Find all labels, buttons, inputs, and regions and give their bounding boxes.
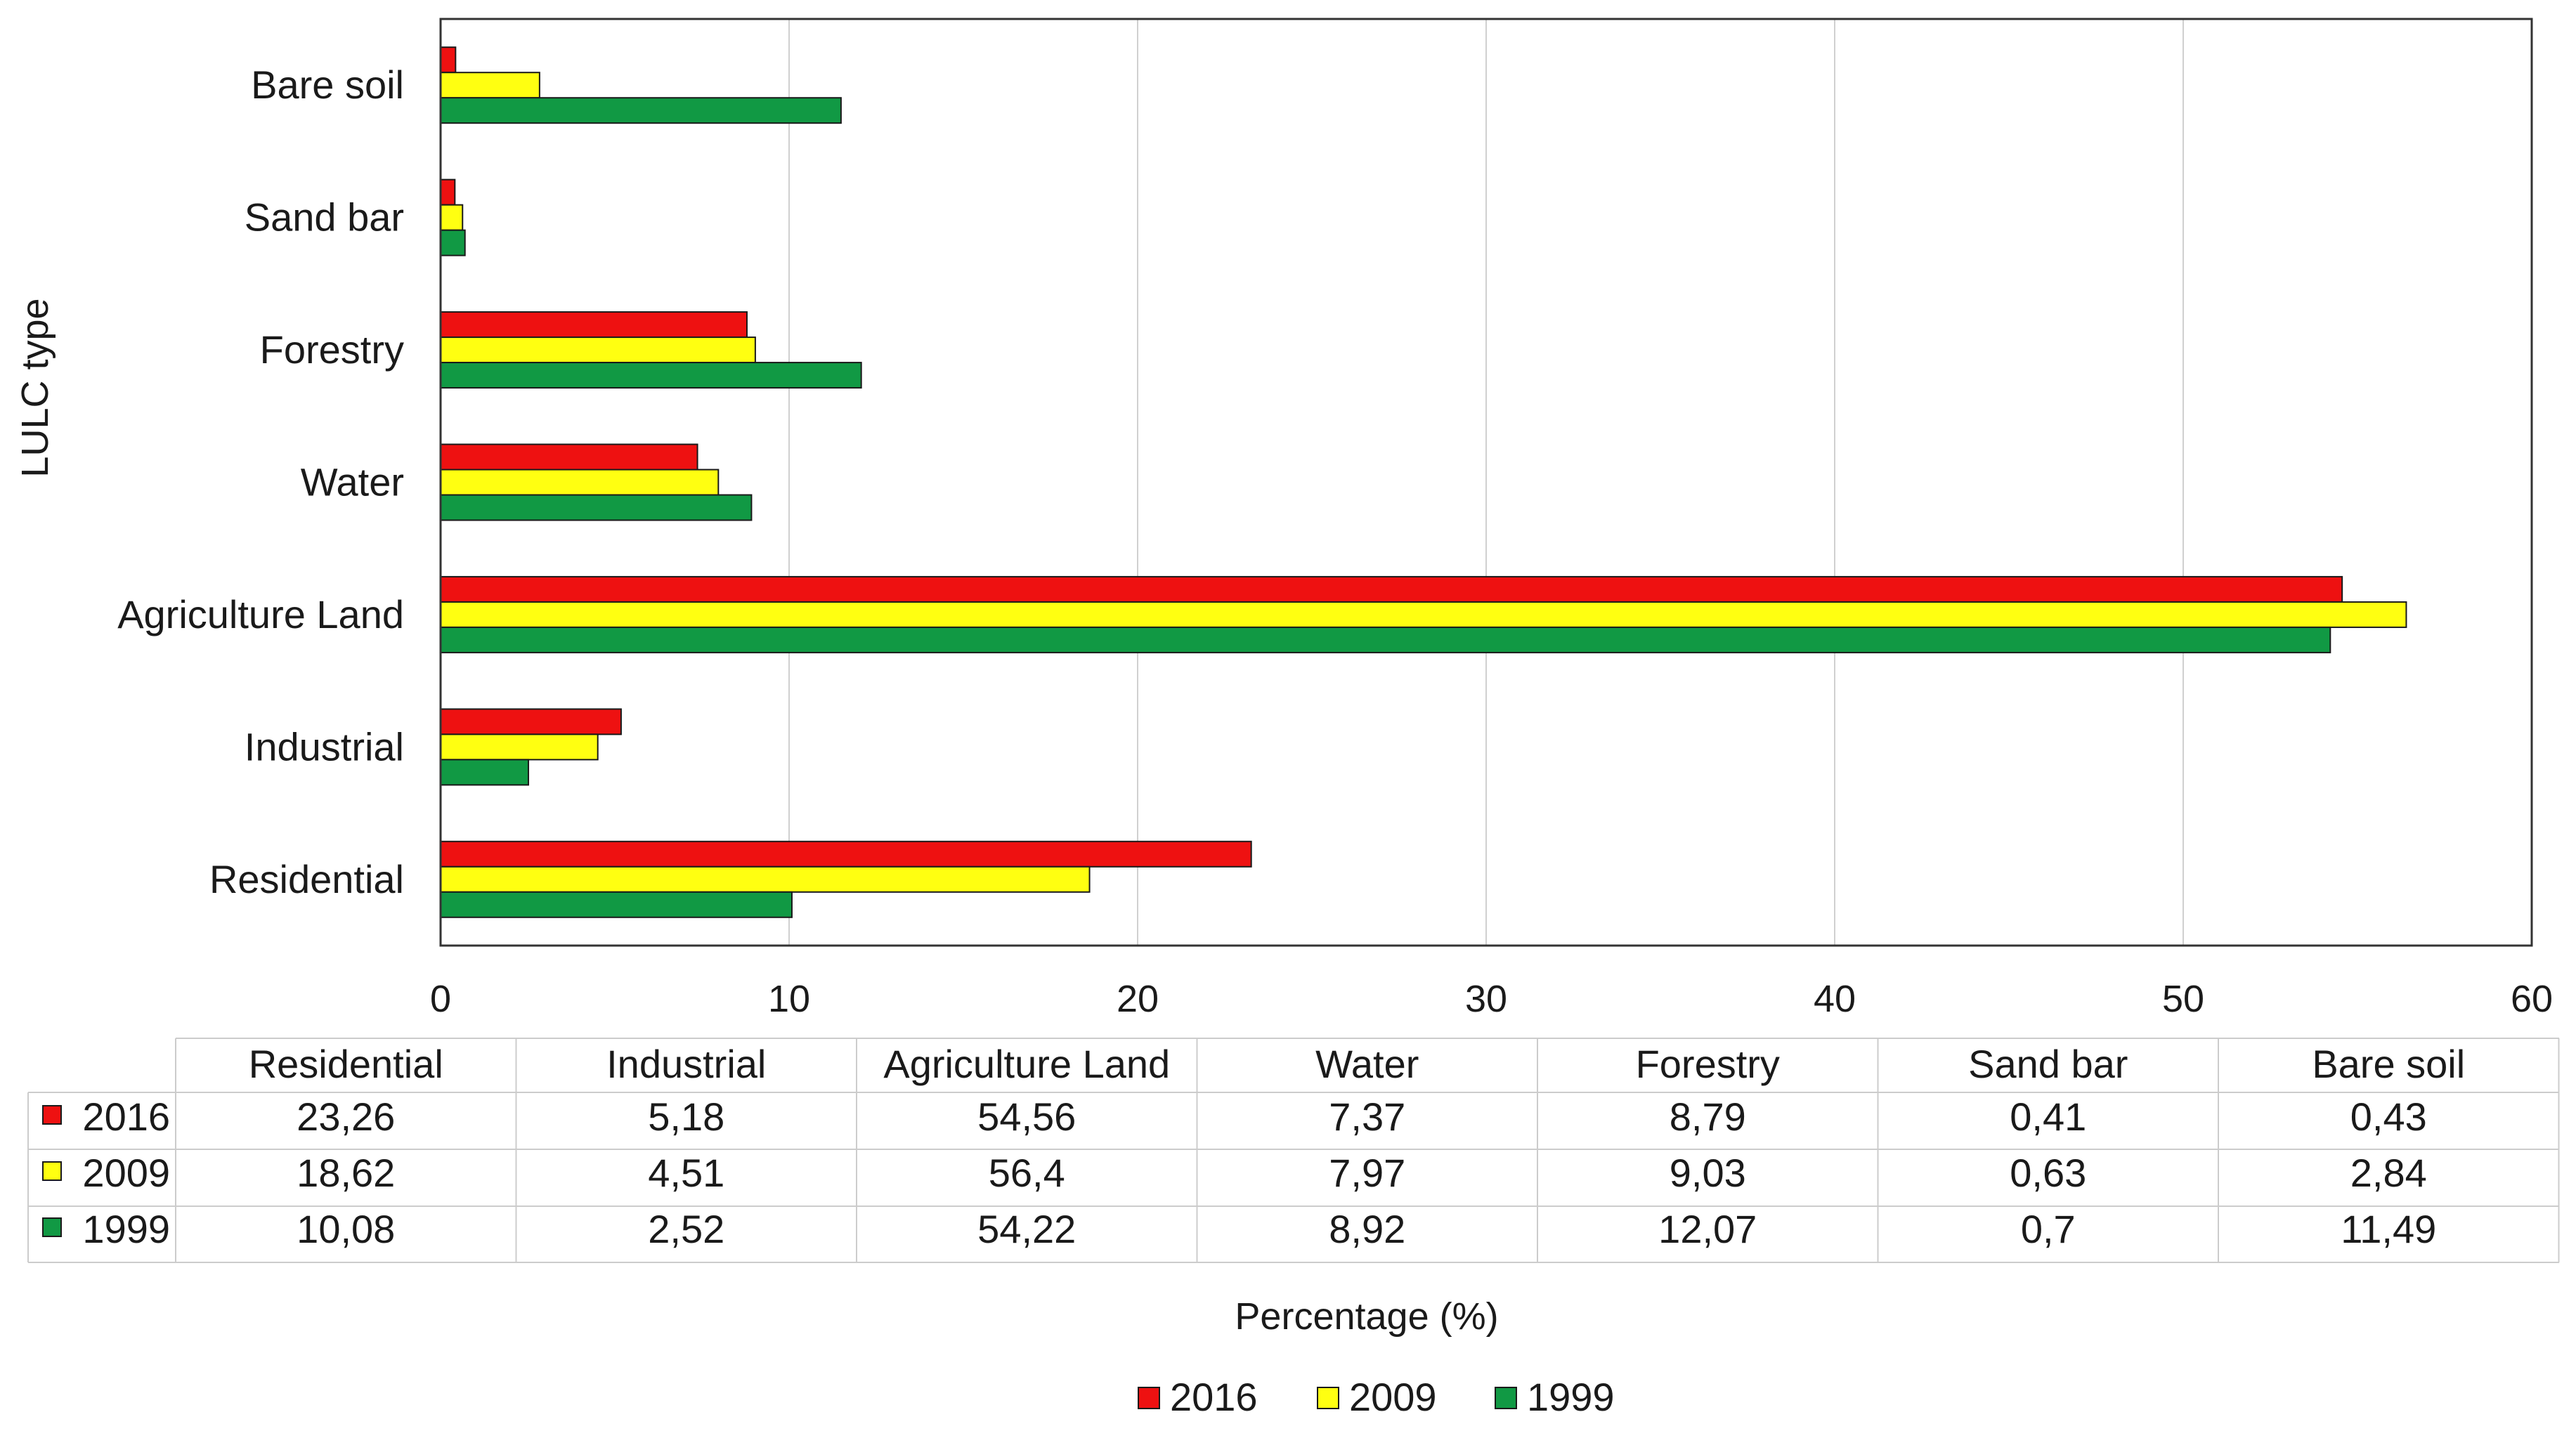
legend-label-1999: 1999 [1527,1375,1615,1419]
table-header-industrial: Industrial [606,1042,766,1086]
bar-1999-industrial [440,759,529,786]
table-cell-2009-forestry: 9,03 [1670,1151,1746,1195]
table-key-2009 [42,1161,62,1181]
table-header-forestry: Forestry [1636,1042,1780,1086]
category-label-industrial: Industrial [245,724,404,769]
table-cell-2009-industrial: 4,51 [648,1151,724,1195]
bar-1999-sand-bar [440,229,466,256]
bar-1999-residential [440,891,793,918]
table-cell-2009-bare-soil: 2,84 [2350,1151,2427,1195]
legend-swatch-2009 [1317,1387,1339,1409]
bar-2016-residential [440,840,1252,868]
table-cell-1999-agriculture-land: 54,22 [977,1207,1076,1251]
table-header-sand-bar: Sand bar [1968,1042,2128,1086]
table-cell-2016-residential: 23,26 [297,1095,395,1139]
bar-2009-sand-bar [440,204,464,231]
category-label-forestry: Forestry [260,327,404,372]
table-cell-1999-sand-bar: 0,7 [2021,1207,2076,1251]
table-cell-2016-industrial: 5,18 [648,1095,724,1139]
x-tick-20: 20 [1117,978,1159,1020]
x-axis-title: Percentage (%) [1235,1295,1498,1338]
table-cell-2009-sand-bar: 0,63 [2010,1151,2086,1195]
table-header-water: Water [1315,1042,1419,1086]
table-cell-2016-agriculture-land: 54,56 [977,1095,1076,1139]
table-key-1999 [42,1217,62,1237]
gridlines [788,19,2184,946]
table-cell-1999-forestry: 12,07 [1658,1207,1757,1251]
table-header-agriculture-land: Agriculture Land [883,1042,1170,1086]
x-tick-50: 50 [2162,978,2204,1020]
category-label-agriculture-land: Agriculture Land [117,592,404,636]
table-header-residential: Residential [249,1042,443,1086]
bar-2016-forestry [440,311,748,339]
bar-2009-forestry [440,336,756,364]
bar-2009-agriculture-land [440,601,2407,628]
category-label-bare-soil: Bare soil [251,63,404,107]
bar-2009-residential [440,865,1091,893]
bars [440,46,2407,918]
x-tick-labels: 0 10 20 30 40 50 60 [430,978,2553,1020]
table-row-label-2009: 2009 [82,1151,170,1195]
legend-label-2016: 2016 [1170,1375,1258,1419]
table-cell-1999-bare-soil: 11,49 [2341,1207,2436,1251]
bar-2016-water [440,443,698,471]
bar-2016-agriculture-land [440,575,2343,603]
bar-2009-bare-soil [440,72,540,99]
legend-label-2009: 2009 [1349,1375,1437,1419]
legend-swatch-1999 [1495,1387,1517,1409]
bar-1999-forestry [440,362,862,389]
category-labels: Residential Industrial Agriculture Land Wat… [117,63,404,901]
table-cell-2016-water: 7,37 [1329,1095,1405,1139]
x-tick-40: 40 [1814,978,1856,1020]
bar-2009-water [440,469,720,496]
bar-1999-agriculture-land [440,626,2331,653]
legend-swatch-2016 [1138,1387,1160,1409]
legend: 2016 2009 1999 [1138,1375,1615,1419]
table-cell-2016-sand-bar: 0,41 [2010,1095,2086,1139]
bar-1999-water [440,494,753,521]
table-header-bare-soil: Bare soil [2312,1042,2465,1086]
table-cell-1999-residential: 10,08 [297,1207,395,1251]
bar-2009-industrial [440,733,599,761]
y-axis-title: LULC type [14,298,56,477]
data-table: Residential Industrial Agriculture Land Wat… [27,1038,2560,1263]
table-cell-2016-bare-soil: 0,43 [2350,1095,2427,1139]
x-tick-10: 10 [768,978,810,1020]
table-cell-2009-agriculture-land: 56,4 [989,1151,1065,1195]
table-cell-2009-residential: 18,62 [297,1151,395,1195]
table-cell-1999-industrial: 2,52 [648,1207,724,1251]
table-cell-2009-water: 7,97 [1329,1151,1405,1195]
category-label-residential: Residential [209,857,404,901]
plot-frame [439,18,2533,947]
table-key-2016 [42,1105,62,1125]
bar-2016-sand-bar [440,178,456,206]
x-tick-30: 30 [1465,978,1507,1020]
category-label-sand-bar: Sand bar [245,195,404,240]
table-row-label-1999: 1999 [82,1207,170,1251]
bar-2016-industrial [440,708,622,736]
bar-1999-bare-soil [440,97,842,124]
table-row-label-2016: 2016 [82,1095,170,1139]
table-cell-2016-forestry: 8,79 [1670,1095,1746,1139]
bar-2016-bare-soil [440,46,457,74]
x-tick-60: 60 [2511,978,2553,1020]
category-label-water: Water [301,460,404,504]
x-tick-0: 0 [430,978,451,1020]
table-cell-1999-water: 8,92 [1329,1207,1405,1251]
